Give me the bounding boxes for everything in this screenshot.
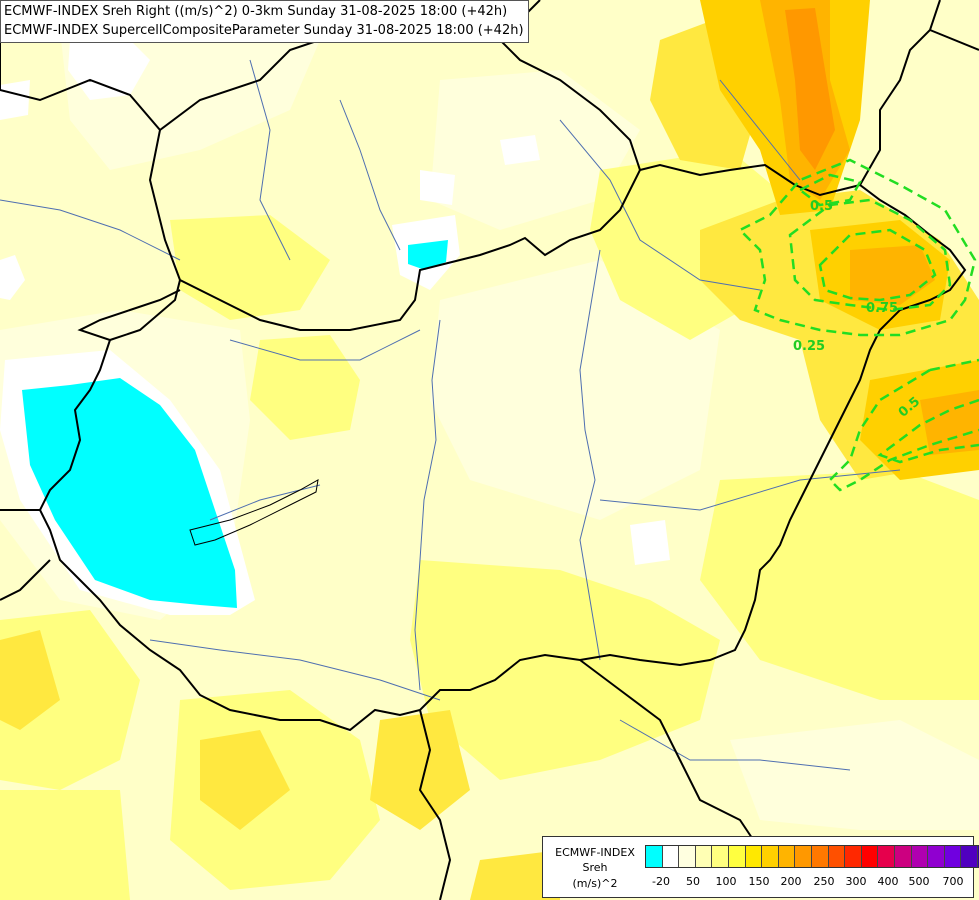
- legend-tick-label: 700: [942, 875, 964, 888]
- header-line-2: ECMWF-INDEX SupercellCompositeParameter …: [4, 23, 524, 38]
- legend-title-2: Sreh: [582, 861, 608, 874]
- contour-05-north: [788, 198, 952, 312]
- legend-swatch: [662, 846, 680, 867]
- contour-025-east: [828, 358, 979, 492]
- contour-small-north: [797, 173, 862, 207]
- legend: ECMWF-INDEX Sreh (m/s)^2 -20 50 100 150 200 2…: [542, 836, 979, 898]
- legend-unit: (m/s)^2: [572, 877, 618, 890]
- legend-swatch: [845, 846, 862, 867]
- legend-swatch: [795, 846, 812, 867]
- sreh-fill-cyan: [22, 240, 448, 608]
- legend-tick-label: 150: [748, 875, 770, 888]
- legend-swatch: [928, 846, 945, 867]
- legend-swatch: [646, 846, 663, 867]
- legend-tick-label: 250: [813, 875, 835, 888]
- contour-05-east: [877, 398, 979, 464]
- legend-tick-label: -20: [652, 875, 670, 888]
- legend-swatch: [745, 846, 763, 867]
- legend-swatch: [861, 846, 879, 867]
- legend-swatch: [977, 846, 979, 867]
- legend-swatch: [911, 846, 929, 867]
- legend-color-bar: [645, 845, 979, 868]
- legend-tick-label: 100: [715, 875, 737, 888]
- legend-swatch: [695, 846, 713, 867]
- legend-tick-label: 50: [686, 875, 700, 888]
- scp-contours: [737, 158, 979, 492]
- legend-swatch: [878, 846, 895, 867]
- contour-075-north: [818, 228, 937, 302]
- sreh-fill-orange-deep: [785, 8, 835, 170]
- lake-outline: [189, 479, 319, 546]
- legend-swatch: [828, 846, 846, 867]
- contour-label-025: 0.25: [793, 339, 825, 354]
- legend-title-1: ECMWF-INDEX: [555, 846, 635, 859]
- legend-swatch: [728, 846, 746, 867]
- contour-025-north: [737, 158, 977, 337]
- legend-tick-label: 200: [780, 875, 802, 888]
- map-header: ECMWF-INDEX Sreh Right ((m/s)^2) 0-3km S…: [0, 0, 529, 43]
- legend-tick-label: 400: [877, 875, 899, 888]
- legend-swatch: [778, 846, 796, 867]
- legend-swatch: [894, 846, 912, 867]
- header-line-1: ECMWF-INDEX Sreh Right ((m/s)^2) 0-3km S…: [4, 4, 508, 19]
- contour-label-05-b: 0.5: [810, 199, 833, 214]
- legend-swatch: [712, 846, 729, 867]
- legend-swatch: [762, 846, 779, 867]
- legend-swatch: [961, 846, 978, 867]
- legend-tick-label: 500: [908, 875, 930, 888]
- contour-label-075: 0.75: [866, 301, 898, 316]
- legend-tick-label: 300: [845, 875, 867, 888]
- legend-swatch: [679, 846, 696, 867]
- rivers: [0, 59, 901, 771]
- legend-swatch: [811, 846, 829, 867]
- legend-swatch: [944, 846, 962, 867]
